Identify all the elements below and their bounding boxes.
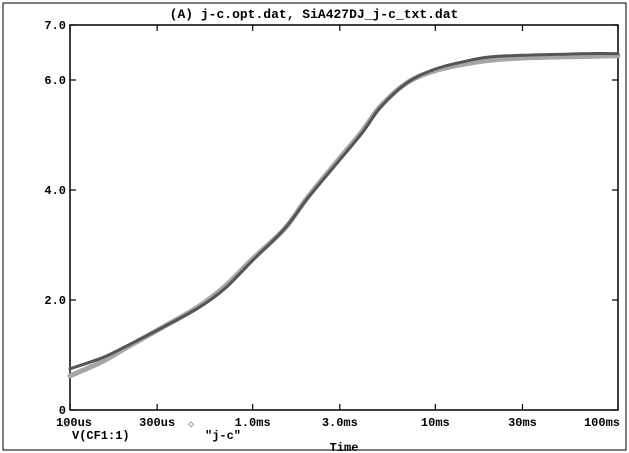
y-tick-label: 2.0	[44, 294, 66, 308]
plot-area	[69, 24, 619, 411]
y-tick-label: 6.0	[44, 74, 66, 88]
series-line-1	[68, 52, 620, 371]
x-tick-label: 10ms	[421, 416, 450, 430]
y-axis-ticks: 0 2.0 4.0 6.0 7.0	[44, 19, 618, 418]
series-line-2	[67, 53, 621, 379]
chart-title: (A) j-c.opt.dat, SiA427DJ_j-c_txt.dat	[170, 7, 459, 22]
x-tick-label: 100us	[56, 416, 92, 430]
x-tick-label: 3.0ms	[322, 416, 358, 430]
x-tick-label: 1.0ms	[235, 416, 271, 430]
legend-marker-1: □	[62, 420, 68, 431]
legend-label-2: "j-c"	[205, 429, 241, 443]
legend-marker-2: ◇	[188, 420, 194, 431]
y-tick-label: 7.0	[44, 19, 66, 33]
series-layer	[67, 52, 621, 379]
legend-label-1: V(CF1:1)	[72, 429, 130, 443]
x-tick-label: 30ms	[508, 416, 537, 430]
x-tick-label: 100ms	[584, 416, 620, 430]
x-axis-ticks: 100us 300us 1.0ms 3.0ms 10ms 30ms 100ms	[56, 25, 620, 430]
y-tick-label: 0	[59, 404, 66, 418]
x-axis-label: Time	[330, 441, 359, 453]
x-tick-label: 300us	[139, 416, 175, 430]
y-tick-label: 4.0	[44, 184, 66, 198]
